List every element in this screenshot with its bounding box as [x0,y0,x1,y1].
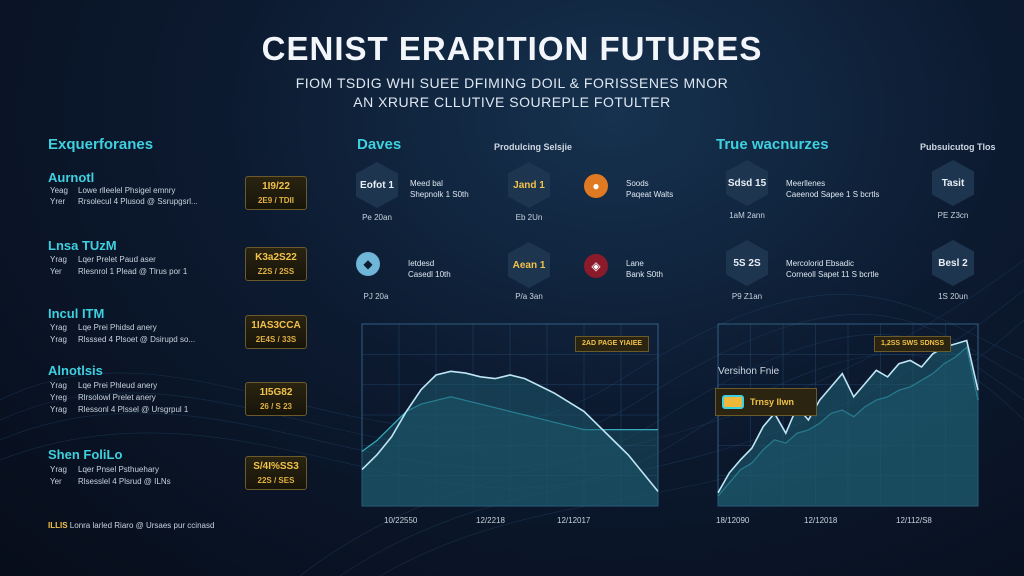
legend-label: Trnsy Ilwn [750,397,795,407]
globe-icon: ◆ [356,252,380,276]
section-row: Yreg Rlrsolowl Prelet anery [50,393,156,402]
hex-badge-label: P9 Z1an [731,292,763,301]
hex-badge-label: PE Z3cn [937,211,969,220]
hex-badge-icon: Sdsd 15 [726,160,768,206]
value-badge: 1I5G82 26 / S 23 [245,382,307,416]
section-row: Yrag Lqer Pnsel Psthuehary [50,465,159,474]
series-area [362,371,658,506]
middle-column-note: Produlcing Selsjie [494,142,573,152]
left-footer: ILLIS Lonra larled Riaro @ Ursaes pur cc… [48,521,215,530]
series-line [717,339,979,494]
item-text: Soods Paqeat Walts [626,179,674,199]
x-tick-label: 12/12017 [557,516,591,525]
coin-icon: ● [584,174,608,198]
value-badge: S/4I%SS3 22S / SES [245,456,307,490]
section-title: Shen FoliLo [48,447,123,462]
item-text: Meerllenes Caeenod Sapee 1 S bcrtls [786,179,880,199]
item-text: Meed bal Shepnolk 1 S0th [410,179,469,199]
section-row: Yrag Rlsssed 4 Plsoet @ Dsirupd so... [50,335,196,344]
hex-badge-label: Eb 2Un [515,213,543,222]
section-row: Yer Rlsesslel 4 Plsrud @ ILNs [50,477,171,486]
right-line-chart [717,323,979,507]
item-text: Ietdesd Casedl 10th [408,259,451,279]
hex-badge-icon: Jand 1 [508,162,550,208]
value-badge: K3a2S22 Z2S / 2SS [245,247,307,281]
section-row: Yrag Lqe Prei Phleud anery [50,381,158,390]
chart-tag: 1,2SS SWS SDNSS [874,336,952,352]
section-row: Yrag Rlessonl 4 Plssel @ Ursgrpul 1 [50,405,189,414]
hex-badge-label: 1S 20un [938,292,968,301]
hex-badge-label: 1aM 2ann [729,211,765,220]
value-badge: 1I9/22 2E9 / TDII [245,176,307,210]
middle-area-chart [361,323,659,507]
series-area [718,340,978,506]
x-tick-label: 12/12018 [804,516,838,525]
series-line [361,370,659,492]
hex-badge-label: P/a 3an [515,292,543,301]
x-tick-label: 10/22550 [384,516,418,525]
right-column-note: Pubsuicutog Tlos [920,142,996,152]
hex-badge-icon: Tasit [932,160,974,206]
hex-badge-label: Pe 20an [362,213,392,222]
x-tick-label: 12/2218 [476,516,505,525]
section-row: Yeag Lowe rlleelel Phsigel emnry [50,186,176,195]
hex-badge-label: PJ 20a [363,292,389,301]
page-subtitle-line-2: AN XRURE CLLUTIVE SOUREPLE FOTULTER [353,94,671,110]
right-column-heading: True wacnurzes [716,136,829,153]
section-title: Aurnotl [48,170,95,185]
hex-badge-icon: Eofot 1 [356,162,398,208]
page-title: CENIST ERARITION FUTURES [261,30,763,67]
section-title: Incul ITM [48,306,105,321]
legend-swatch-icon [722,395,744,409]
section-title: Alnotlsis [48,363,103,378]
item-text: Lane Bank S0th [626,259,663,279]
chart-tag: 2AD PAGE YIAIEE [575,336,650,352]
x-tick-label: 18/12090 [716,516,750,525]
section-row: Yrag Lqer Prelet Paud aser [50,255,156,264]
x-tick-label: 12/112/S8 [896,516,932,525]
section-row: Yer Rlesnrol 1 Plead @ Tlrus por 1 [50,267,188,276]
section-row: Yrag Lqe Prei Phidsd anery [50,323,157,332]
page-subtitle-line-1: FIOM TSDIG WHI SUEE DFIMING DOIL & FORIS… [295,75,729,91]
item-text: Mercolorid Ebsadic Corneoll Sapet 11 S bc… [786,259,879,279]
section-row: Yrer Rrsolecul 4 Plusod @ Ssrupgsrl... [50,197,198,206]
legend-title: Versihon Fnie [718,366,780,377]
shield-icon: ◈ [584,254,608,278]
value-badge: 1IAS3CCA 2E4S / 33S [245,315,307,349]
left-column-heading: Exquerforanes [48,136,154,153]
middle-column-heading: Daves [357,136,402,153]
section-title: Lnsa TUzM [48,238,117,253]
legend: Trnsy Ilwn [715,388,817,416]
